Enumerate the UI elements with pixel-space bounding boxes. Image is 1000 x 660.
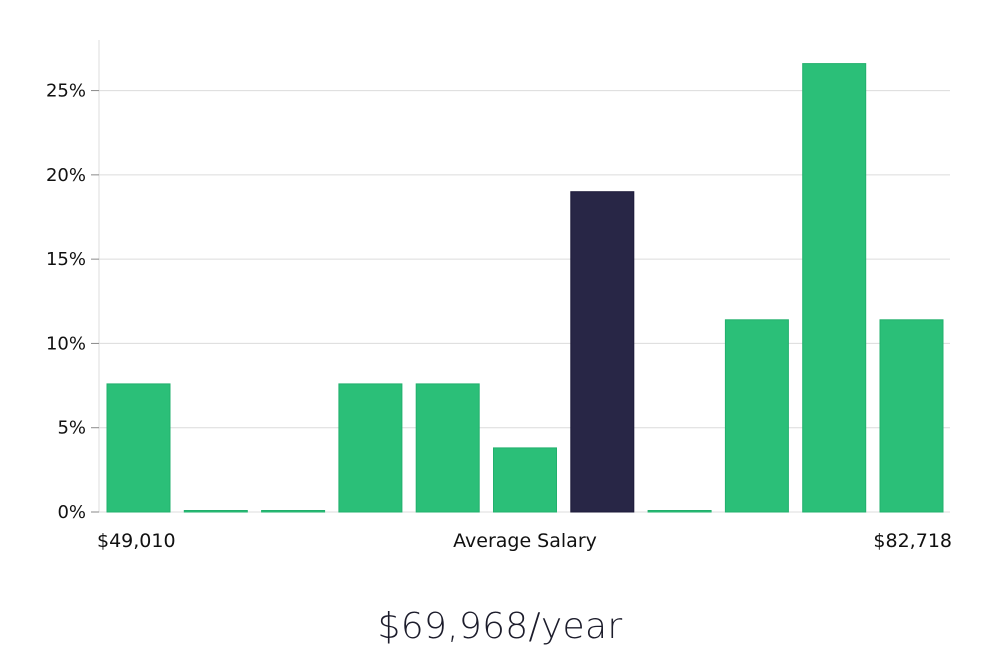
y-tick-label: 25%: [46, 81, 86, 102]
salary-histogram: 0%5%10%15%20%25% $49,010 Average Salary …: [46, 40, 952, 552]
x-axis-label: Average Salary: [453, 530, 597, 552]
bar: [415, 383, 480, 513]
y-tick-label: 10%: [46, 333, 86, 354]
bar: [802, 63, 867, 513]
bar-highlighted: [570, 191, 635, 513]
bar: [261, 510, 326, 513]
y-tick-label: 20%: [46, 165, 86, 186]
bar: [338, 383, 403, 513]
bar: [493, 447, 557, 513]
bar: [724, 319, 789, 513]
bar: [879, 319, 944, 513]
salary-headline: $69,968/year: [377, 606, 623, 647]
x-start-label: $49,010: [97, 530, 176, 552]
x-end-label: $82,718: [873, 530, 952, 552]
y-tick-label: 15%: [46, 249, 86, 270]
y-tick-label: 5%: [57, 418, 86, 439]
bars: [106, 63, 944, 513]
bar: [106, 383, 171, 513]
bar: [183, 510, 248, 513]
y-tick-label: 0%: [57, 502, 86, 523]
bar: [647, 510, 712, 513]
y-axis-ticks: 0% 5% 10% 15% 20% 25%: [46, 81, 99, 523]
